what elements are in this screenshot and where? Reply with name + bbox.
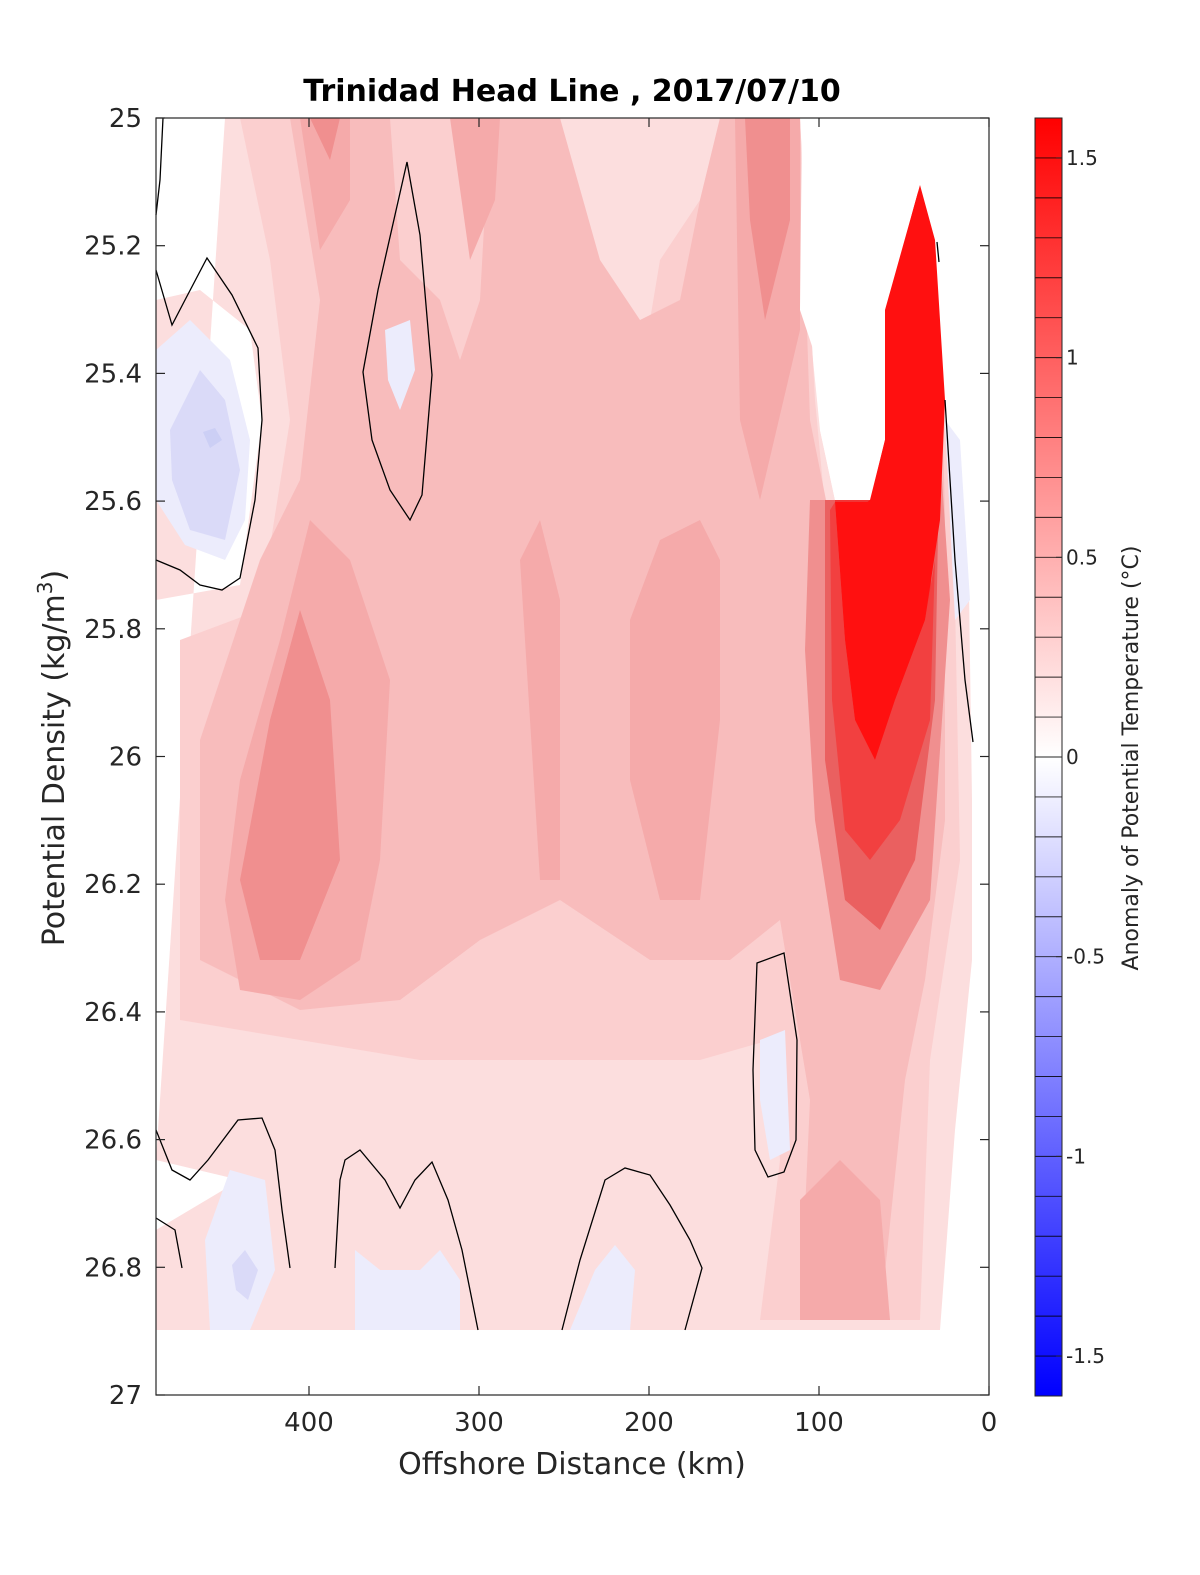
contour-line	[936, 241, 940, 263]
chart-title: Trinidad Head Line , 2017/07/10	[303, 74, 840, 109]
y-tick-label: 26.8	[84, 1253, 142, 1283]
colorbar-tick-label: 0.5	[1066, 545, 1098, 569]
y-tick-label: 25.8	[84, 615, 142, 645]
colorbar-tick-label: -1	[1066, 1144, 1086, 1168]
contour-line	[752, 952, 798, 1178]
colorbar-tick-label: -0.5	[1066, 945, 1105, 969]
colorbar-label: Anomaly of Potential Temperature (°C)	[1119, 546, 1144, 971]
warm-core-fill	[835, 185, 945, 760]
y-tick-label: 27	[109, 1381, 142, 1411]
colorbar-ticks: 1.5 1 0.5 0 -0.5 -1 -1.5	[1056, 146, 1105, 1368]
contour-line	[944, 399, 974, 743]
anomaly-fill-0.4	[225, 118, 890, 1320]
contour-line	[561, 1167, 703, 1331]
colorbar-tick-label: -1.5	[1066, 1344, 1105, 1368]
y-tick-label: 25.4	[84, 359, 142, 389]
y-tick-label: 26	[109, 743, 142, 773]
x-tick-label: 400	[284, 1408, 334, 1438]
zero-contours	[155, 117, 974, 1331]
contour-line	[362, 161, 433, 522]
y-tick-label: 25	[109, 104, 142, 134]
y-tick-label: 25.2	[84, 232, 142, 262]
contour-line	[334, 1149, 479, 1331]
x-axis-label: Offshore Distance (km)	[398, 1447, 746, 1482]
contour-line	[155, 1217, 183, 1269]
y-axis-label-main: Potential Density (kg/m	[37, 594, 72, 946]
contour-field	[156, 118, 989, 1395]
colorbar-tick-label: 1	[1066, 346, 1079, 370]
contour-line	[155, 117, 164, 216]
anomaly-fill-neg-0.2	[170, 370, 258, 1300]
y-tick-label: 26.4	[84, 998, 142, 1028]
colorbar-tick-label: 0	[1066, 745, 1079, 769]
anomaly-fill-neg-0.3	[203, 428, 222, 448]
x-axis: 400 300 200 100 0	[284, 118, 997, 1438]
x-tick-label: 300	[454, 1408, 504, 1438]
warm-core-halo	[830, 502, 935, 860]
y-tick-label: 26.2	[84, 870, 142, 900]
anomaly-fill-neg-0.1	[156, 320, 970, 1330]
y-axis-label-close: )	[37, 570, 72, 582]
x-tick-label: 200	[624, 1408, 674, 1438]
colorbar: 1.5 1 0.5 0 -0.5 -1 -1.5 Anomaly of Potential …	[1034, 117, 1144, 1397]
y-axis-label-superscript: 3	[33, 581, 57, 594]
y-axis: 25 25.2 25.4 25.6 25.8 26 26.2 26.4 26.6 26.8 27	[84, 104, 989, 1411]
x-tick-label: 0	[981, 1408, 998, 1438]
contour-line	[155, 256, 263, 591]
colorbar-tick-label: 1.5	[1066, 146, 1098, 170]
x-tick-label: 100	[794, 1408, 844, 1438]
ridge-fill-0	[800, 118, 989, 700]
y-tick-label: 26.6	[84, 1126, 142, 1156]
contour-line	[155, 1117, 291, 1269]
y-tick-label: 25.6	[84, 487, 142, 517]
y-axis-label: Potential Density (kg/m3)	[33, 570, 72, 946]
